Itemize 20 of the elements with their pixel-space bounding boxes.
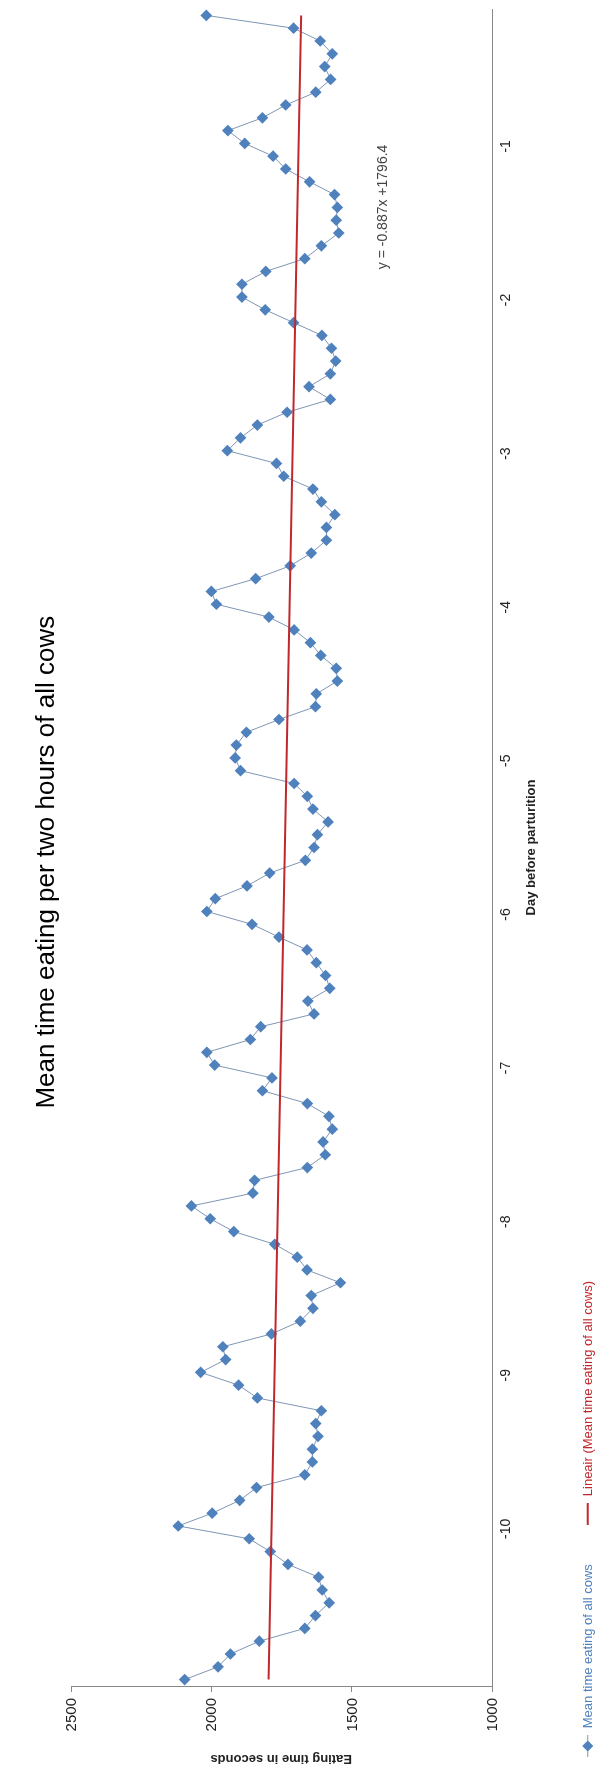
y-tick-label: -5 <box>496 754 513 768</box>
y-tick-label: -10 <box>496 1518 513 1539</box>
text: Lineair (Mean time eating of all cows) <box>580 1280 596 1497</box>
y-tick-label: -8 <box>496 1215 513 1228</box>
x-axis-title: Eating time in seconds <box>210 1752 352 1767</box>
y-tick-label: -7 <box>496 1061 513 1075</box>
text: Mean time eating of all cows <box>580 1563 596 1729</box>
y-tick-label: -6 <box>496 907 513 921</box>
y-tick-label: -1 <box>496 139 513 153</box>
x-tick-label: 2000 <box>202 1698 220 1732</box>
x-tick-label: 2500 <box>61 1698 79 1732</box>
y-tick-label: -4 <box>496 600 513 614</box>
text: Mean time eating per two hours of all cows <box>29 615 60 1109</box>
y-tick-label: -3 <box>496 447 513 460</box>
x-tick-label: 1000 <box>482 1698 500 1732</box>
x-tick-label: 1500 <box>342 1698 360 1732</box>
annotation: y = -0.887x +1796.4 <box>374 144 391 270</box>
y-axis-title: Day before parturition <box>523 779 539 916</box>
y-tick-label: -9 <box>496 1368 513 1382</box>
y-tick-label: -2 <box>496 293 513 307</box>
